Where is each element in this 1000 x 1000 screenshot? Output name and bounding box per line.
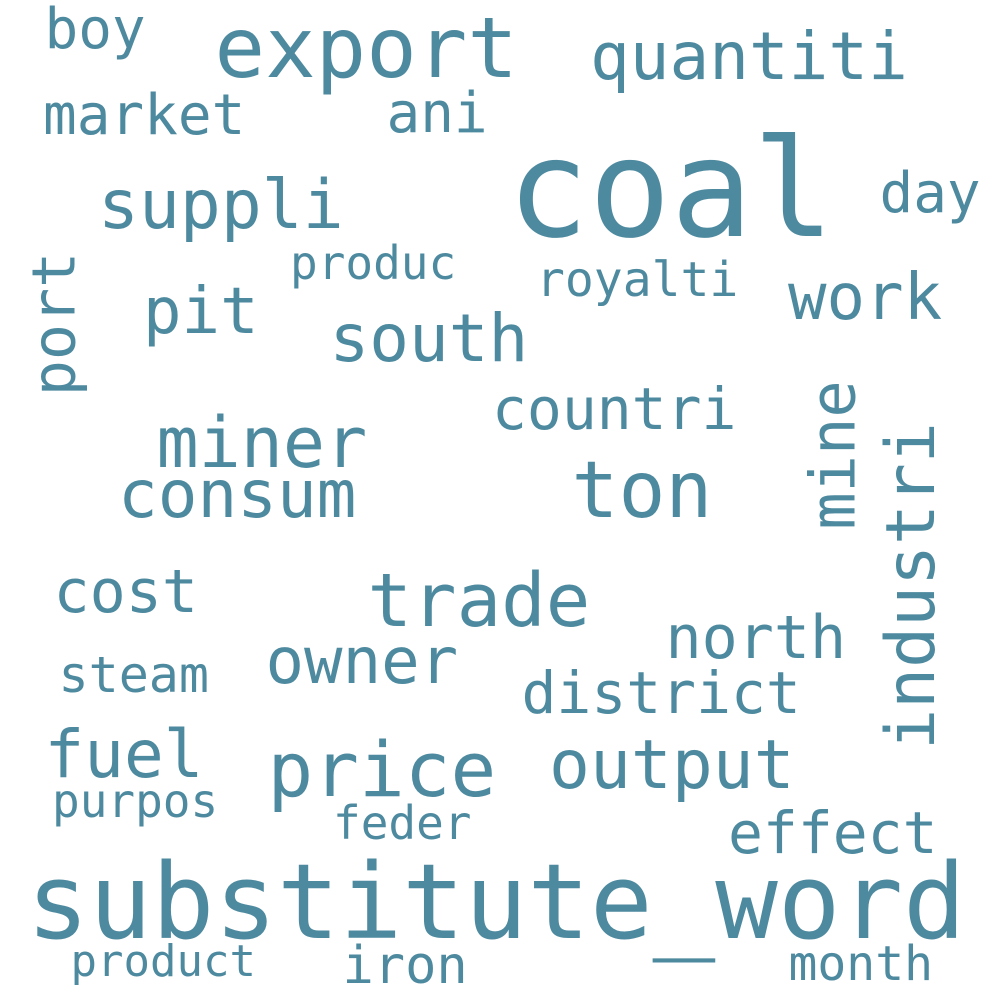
word-pit: pit	[143, 275, 259, 349]
word-effect: effect	[728, 799, 938, 867]
word-owner: owner	[265, 625, 459, 699]
word-countri: countri	[492, 375, 737, 443]
word-district: district	[521, 659, 801, 727]
word-month: month	[788, 936, 934, 992]
word-steam: steam	[58, 646, 210, 704]
word-miner: miner	[156, 402, 368, 484]
word-cost: cost	[53, 557, 199, 627]
word-fuel: fuel	[44, 716, 204, 793]
word-industri: industri	[871, 422, 951, 750]
word-royalti: royalti	[536, 252, 739, 308]
word-price: price	[267, 725, 497, 814]
word-suppli: suppli	[98, 166, 344, 245]
word-boy: boy	[44, 0, 146, 62]
word-product: product	[70, 936, 256, 987]
word-coal: coal	[507, 111, 835, 269]
word-trade: trade	[367, 558, 591, 644]
word-ani: ani	[386, 81, 488, 146]
word-north: north	[665, 603, 847, 673]
word-work: work	[788, 261, 943, 335]
word-quantiti: quantiti	[590, 18, 908, 95]
word-feder: feder	[333, 796, 472, 850]
word-port: port	[18, 251, 89, 397]
word-day: day	[879, 161, 981, 226]
word-purpos: purpos	[52, 774, 219, 828]
word-export: export	[214, 0, 518, 97]
word-substitute-word: substitute_word	[26, 841, 966, 963]
word-consum: consum	[118, 456, 357, 533]
word-iron: iron	[342, 936, 468, 996]
word-produc: produc	[290, 236, 457, 290]
word-market: market	[43, 83, 246, 148]
word-south: south	[329, 300, 529, 377]
word-ton: ton	[571, 446, 713, 536]
word-mine: mine	[796, 380, 870, 530]
word-output: output	[549, 726, 795, 805]
